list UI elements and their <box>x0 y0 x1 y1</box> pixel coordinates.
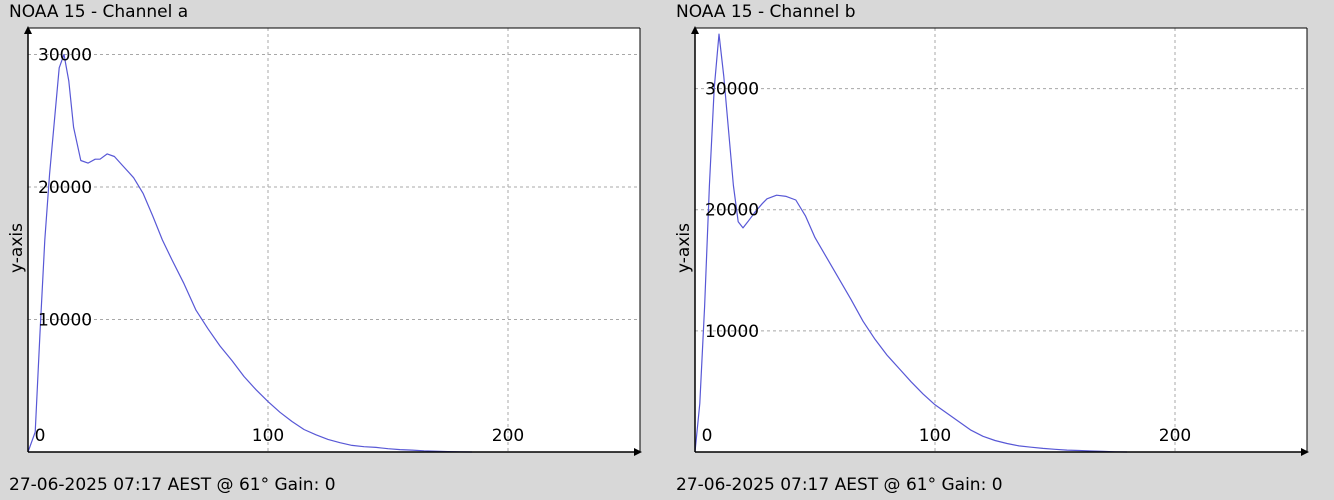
plot-area <box>28 28 640 452</box>
y-axis-arrow <box>24 26 32 34</box>
x-axis-arrow <box>634 448 642 456</box>
chart-footer: 27-06-2025 07:17 AEST @ 61° Gain: 0 <box>9 475 336 495</box>
chart-plot-channel-b: 0 100 200 10000 20000 30000 y-axis <box>674 26 1309 456</box>
chart-title: NOAA 15 - Channel a <box>9 2 189 22</box>
y-axis-title: y-axis <box>674 223 694 273</box>
chart-footer: 27-06-2025 07:17 AEST @ 61° Gain: 0 <box>676 475 1003 495</box>
series-line <box>694 33 1128 453</box>
x-tick-label: 100 <box>252 426 284 446</box>
plot-area <box>695 28 1307 452</box>
x-tick-label: 200 <box>1159 426 1191 446</box>
y-tick-label: 20000 <box>38 178 92 198</box>
y-tick-label: 30000 <box>38 46 92 66</box>
chart-plot-channel-a: 0 100 200 10000 20000 30000 y-axis <box>7 26 642 456</box>
y-tick-label: 10000 <box>705 322 759 342</box>
y-axis-arrow <box>691 26 699 34</box>
x-tick-label: 200 <box>492 426 524 446</box>
y-tick-label: 10000 <box>38 311 92 331</box>
x-tick-label: 0 <box>702 426 713 446</box>
x-tick-label: 0 <box>35 426 46 446</box>
series-line <box>27 53 473 453</box>
chart-title: NOAA 15 - Channel b <box>676 2 856 22</box>
y-axis-title: y-axis <box>7 223 27 273</box>
chart-panel-channel-b: NOAA 15 - Channel b 0 100 200 10000 20000 300… <box>667 0 1334 500</box>
y-tick-label: 20000 <box>705 201 759 221</box>
x-axis-arrow <box>1301 448 1309 456</box>
x-tick-label: 100 <box>919 426 951 446</box>
chart-panel-channel-a: NOAA 15 - Channel a 0 100 200 10000 20000 300… <box>7 2 642 495</box>
y-tick-label: 30000 <box>705 80 759 100</box>
